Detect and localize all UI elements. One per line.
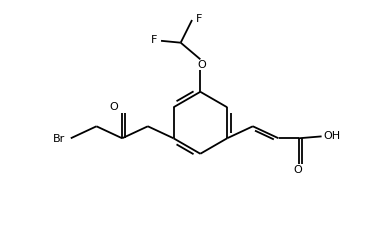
Text: OH: OH (324, 131, 341, 141)
Text: O: O (294, 165, 302, 175)
Text: Br: Br (53, 134, 65, 144)
Text: F: F (196, 14, 202, 24)
Text: F: F (151, 35, 157, 45)
Text: O: O (110, 102, 118, 112)
Text: O: O (197, 60, 206, 69)
